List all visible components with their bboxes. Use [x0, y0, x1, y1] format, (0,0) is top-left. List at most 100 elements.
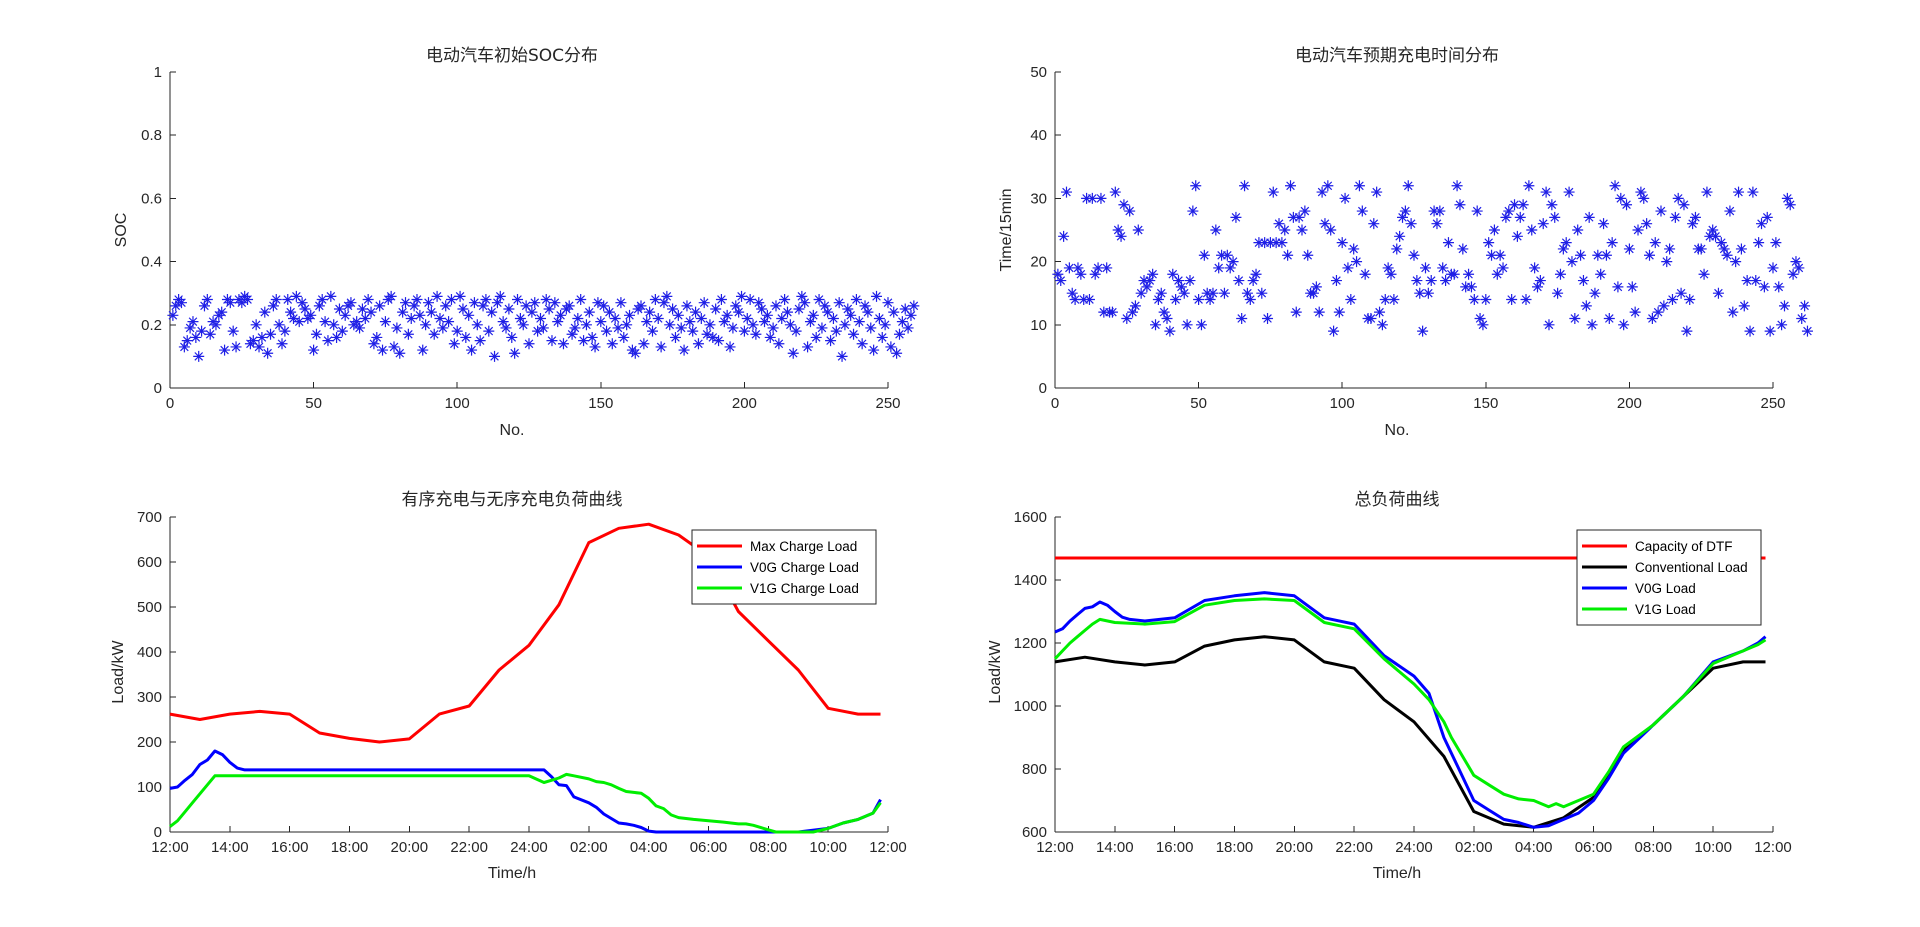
charge-time-data-point — [1175, 281, 1187, 293]
charge-time-data-point — [1060, 186, 1072, 198]
charge-time-data-point — [1534, 275, 1546, 287]
soc-data-point — [193, 350, 205, 362]
soc-data-point — [678, 344, 690, 356]
charge-time-data-point — [1506, 294, 1518, 306]
charge-time-data-point — [1684, 294, 1696, 306]
soc-data-point — [414, 309, 426, 321]
soc-data-point — [534, 312, 546, 324]
charge-time-data-point — [1727, 306, 1739, 318]
soc-data-point — [466, 344, 478, 356]
soc-data-point — [724, 341, 736, 353]
total-load-y-tick-label: 1600 — [1014, 509, 1047, 526]
soc-y-tick-label: 0.8 — [141, 127, 162, 144]
soc-data-point — [770, 300, 782, 312]
soc-data-point — [543, 303, 555, 315]
soc-data-point — [402, 328, 414, 340]
soc-data-point — [635, 300, 647, 312]
charge-time-data-point — [1540, 186, 1552, 198]
charge-time-data-point — [1193, 294, 1205, 306]
charge-time-data-point — [1351, 256, 1363, 268]
charging-load-legend-entry: V1G Charge Load — [750, 581, 859, 596]
soc-data-point — [408, 300, 420, 312]
charge-time-data-point — [1497, 262, 1509, 274]
charge-time-data-point — [1747, 186, 1759, 198]
charge-time-data-point — [1411, 275, 1423, 287]
charge-time-y-axis-label: Time/15min — [998, 189, 1015, 272]
charge-time-data-point — [1419, 262, 1431, 274]
charge-time-data-point — [1609, 180, 1621, 192]
soc-data-point — [227, 325, 239, 337]
total-load-y-tick-label: 1200 — [1014, 635, 1047, 652]
charge-time-data-point — [1733, 186, 1745, 198]
total-load-y-tick-label: 1000 — [1014, 698, 1047, 715]
soc-data-point — [388, 341, 400, 353]
soc-data-point — [514, 312, 526, 324]
charge-time-data-point — [1365, 312, 1377, 324]
charge-time-data-point — [1554, 268, 1566, 280]
charge-time-data-point — [1635, 186, 1647, 198]
total-load-x-tick-label: 06:00 — [1575, 839, 1613, 856]
charge-time-data-point — [1058, 230, 1070, 242]
charge-time-data-point — [1282, 249, 1294, 261]
charge-time-data-point — [1201, 287, 1213, 299]
soc-data-point — [497, 316, 509, 328]
soc-data-point — [267, 300, 279, 312]
soc-data-point — [595, 316, 607, 328]
charge-time-data-point — [1569, 312, 1581, 324]
soc-data-point — [319, 316, 331, 328]
charge-time-data-point — [1500, 211, 1512, 223]
soc-data-point — [715, 294, 727, 306]
soc-data-point — [612, 322, 624, 334]
charge-time-data-point — [1138, 275, 1150, 287]
charge-time-data-point — [1796, 312, 1808, 324]
charge-time-data-point — [1216, 249, 1228, 261]
charge-time-data-point — [1761, 211, 1773, 223]
total-load-x-tick-label: 22:00 — [1335, 839, 1373, 856]
charge-time-data-point — [1399, 205, 1411, 217]
charge-time-data-point — [1649, 237, 1661, 249]
charge-time-data-point — [1379, 294, 1391, 306]
charge-time-data-point — [1437, 262, 1449, 274]
soc-data-point — [873, 312, 885, 324]
soc-data-point — [690, 306, 702, 318]
soc-data-point — [578, 335, 590, 347]
soc-data-point — [784, 319, 796, 331]
charge-time-y-tick-label: 0 — [1039, 380, 1047, 397]
charge-time-data-point — [1790, 256, 1802, 268]
charge-time-data-point — [1161, 312, 1173, 324]
charge-time-x-tick-label: 100 — [1330, 395, 1355, 412]
soc-data-point — [825, 335, 837, 347]
soc-data-point — [242, 294, 254, 306]
total-load-x-tick-label: 10:00 — [1694, 839, 1732, 856]
soc-data-point — [876, 331, 888, 343]
soc-data-point — [210, 319, 222, 331]
soc-data-point — [293, 316, 305, 328]
charging-load-y-tick-label: 700 — [137, 509, 162, 526]
charge-time-data-point — [1391, 243, 1403, 255]
soc-data-point — [290, 290, 302, 302]
charge-time-data-point — [1256, 287, 1268, 299]
charge-time-data-point — [1707, 224, 1719, 236]
charge-time-data-point — [1486, 249, 1498, 261]
charge-time-data-point — [1712, 287, 1724, 299]
soc-data-point — [701, 328, 713, 340]
charging-load-x-tick-label: 12:00 — [869, 839, 907, 856]
charge-time-data-point — [1644, 249, 1655, 261]
charge-time-y-tick-label: 10 — [1030, 317, 1047, 334]
soc-data-point — [520, 300, 532, 312]
charge-time-data-point — [1348, 243, 1360, 255]
charge-time-data-point — [1150, 319, 1162, 331]
charge-time-data-point — [1121, 312, 1133, 324]
charge-time-data-point — [1144, 275, 1156, 287]
charge-time-data-point — [1425, 275, 1437, 287]
soc-data-point — [710, 303, 722, 315]
charge-time-data-point — [1664, 243, 1676, 255]
soc-data-point — [681, 300, 693, 312]
soc-data-point — [259, 306, 271, 318]
charge-time-data-point — [1661, 256, 1673, 268]
soc-data-point — [810, 331, 822, 343]
soc-y-tick-label: 0.6 — [141, 190, 162, 207]
soc-data-point — [471, 319, 483, 331]
soc-y-axis-label: SOC — [113, 213, 130, 248]
charge-time-data-point — [1173, 275, 1184, 287]
